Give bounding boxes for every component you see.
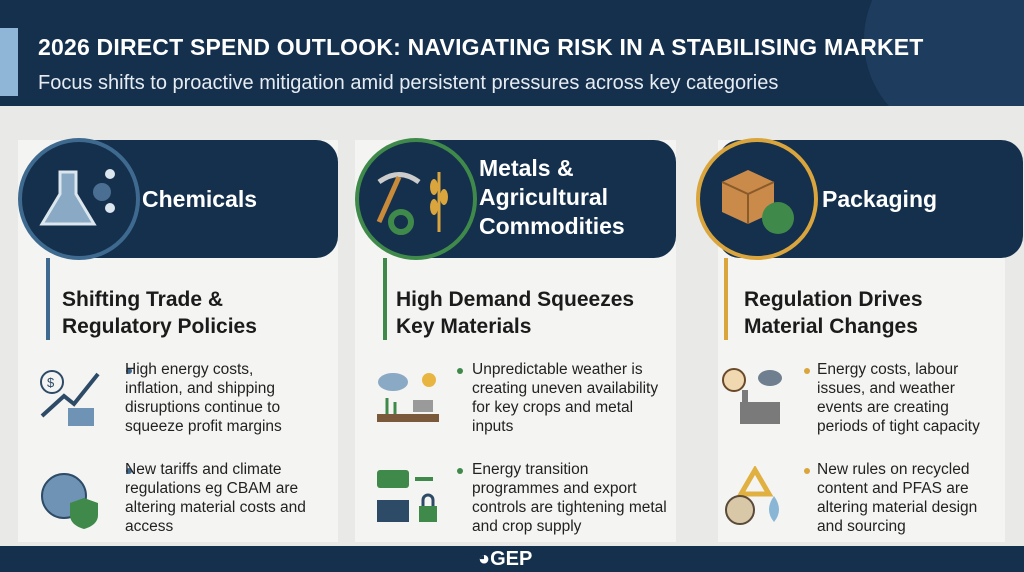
globe-shield-icon: [38, 468, 108, 530]
bullet-dot: [457, 468, 463, 474]
bullet-text: High energy costs, inflation, and shippi…: [125, 361, 282, 435]
column-chemicals: Chemicals Shifting Trade & Regulatory Pol…: [18, 138, 338, 542]
subheading-line: Material Changes: [744, 315, 918, 338]
solar-lock-icon: [373, 466, 443, 528]
column-packaging: Packaging Regulation Drives Material Chan…: [696, 138, 1023, 542]
subheading-line: Shifting Trade &: [62, 288, 224, 311]
header-banner: 2026 DIRECT SPEND OUTLOOK: NAVIGATING RI…: [0, 0, 1024, 106]
subheading: Regulation Drives Material Changes: [744, 286, 923, 340]
accent-line: [724, 258, 728, 340]
accent-line: [46, 258, 50, 340]
subheading-line: Regulation Drives: [744, 288, 923, 311]
bullet-text: Unpredictable weather is creating uneven…: [472, 361, 659, 435]
svg-text:$: $: [47, 375, 55, 390]
weather-crops-icon: [373, 366, 443, 428]
bullet-text: New tariffs and climate regulations eg C…: [125, 461, 306, 535]
category-title: Metals & Agricultural Commodities: [479, 155, 625, 239]
bullet-dot: [126, 368, 132, 374]
cost-chart-icon: $: [38, 368, 108, 430]
bullet-dot: [804, 468, 810, 474]
page-title: 2026 DIRECT SPEND OUTLOOK: NAVIGATING RI…: [38, 34, 924, 60]
bullet-dot: [126, 468, 132, 474]
logo-text: GEP: [490, 548, 533, 570]
subheading-line: Key Materials: [396, 315, 532, 338]
page-subtitle: Focus shifts to proactive mitigation ami…: [38, 72, 779, 94]
box-recycle-icon: [696, 138, 818, 260]
accent-bar: [0, 28, 18, 96]
bullet-text: Energy costs, labour issues, and weather…: [817, 361, 980, 435]
flask-icon: [18, 138, 140, 260]
subheading: High Demand Squeezes Key Materials: [396, 286, 634, 340]
subheading-line: High Demand Squeezes: [396, 288, 635, 311]
bullet-dot: [804, 368, 810, 374]
subheading: Shifting Trade & Regulatory Policies: [62, 286, 257, 340]
decorative-circle: [864, 0, 1024, 106]
category-title: Chemicals: [142, 186, 258, 212]
bullet-text: New rules on recycled content and PFAS a…: [817, 461, 978, 535]
category-title: Packaging: [822, 186, 938, 212]
recycle-pfas-icon: [720, 465, 790, 528]
pickaxe-wheat-icon: [355, 138, 477, 260]
footer-bar: ◕GEP: [0, 546, 1024, 572]
column-metals-agricultural: Metals & Agricultural Commodities High D…: [355, 138, 676, 542]
gep-logo: ◕GEP: [478, 548, 533, 570]
bullet-dot: [457, 368, 463, 374]
accent-line: [383, 258, 387, 340]
clock-factory-icon: [720, 366, 790, 428]
subheading-line: Regulatory Policies: [62, 315, 257, 338]
bullet-text: Energy transition programmes and export …: [472, 461, 667, 535]
